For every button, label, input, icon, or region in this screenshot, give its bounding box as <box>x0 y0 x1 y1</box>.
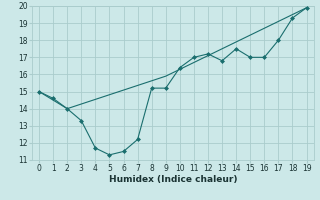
X-axis label: Humidex (Indice chaleur): Humidex (Indice chaleur) <box>108 175 237 184</box>
